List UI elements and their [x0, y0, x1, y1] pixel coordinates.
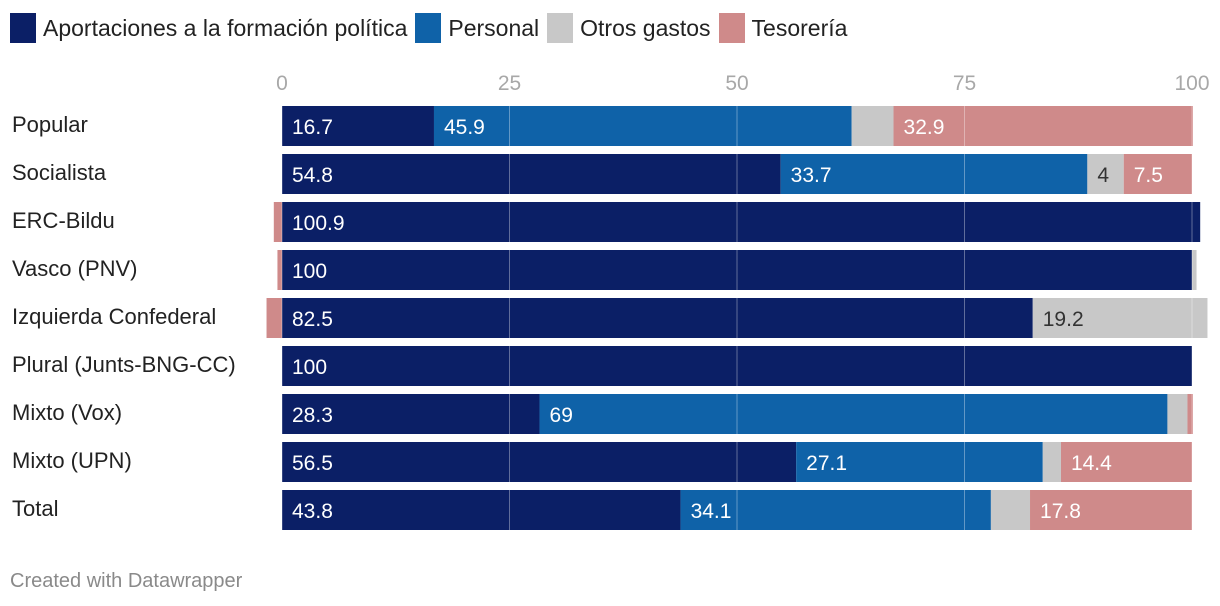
data-label: 34.1 — [691, 500, 732, 523]
bar-segment — [1032, 298, 1208, 338]
data-label: 82.5 — [292, 308, 333, 331]
bar-segment — [796, 442, 1043, 482]
data-label: 100 — [292, 260, 327, 283]
category-label: Izquierda Confederal — [12, 304, 216, 329]
chart-legend: Aportaciones a la formación política Pers… — [10, 12, 855, 44]
data-label: 28.3 — [292, 404, 333, 427]
data-label: 19.2 — [1043, 308, 1084, 331]
bar-segment — [990, 490, 1031, 530]
bar-segment — [282, 154, 781, 194]
bar-segment — [1167, 394, 1188, 434]
bar-segment — [539, 394, 1168, 434]
x-tick-label: 0 — [276, 72, 288, 95]
bar-segment — [1187, 394, 1193, 434]
bar-segment — [1042, 442, 1061, 482]
bar-segment — [282, 298, 1033, 338]
x-tick-label: 100 — [1174, 72, 1209, 95]
data-label: 100 — [292, 356, 327, 379]
legend-swatch — [10, 13, 36, 43]
x-tick-label: 25 — [498, 72, 521, 95]
bar-segment — [282, 394, 540, 434]
bar-segment — [1087, 154, 1124, 194]
data-label: 56.5 — [292, 452, 333, 475]
data-label: 4 — [1097, 164, 1109, 187]
category-label: Mixto (UPN) — [12, 448, 132, 473]
category-label: Total — [12, 496, 58, 521]
legend-item: Tesorería — [718, 13, 848, 43]
data-label: 33.7 — [791, 164, 832, 187]
bar-segment — [851, 106, 894, 146]
bar-segment — [433, 106, 852, 146]
bar-segment — [780, 154, 1088, 194]
data-label: 54.8 — [292, 164, 333, 187]
data-label: 45.9 — [444, 116, 485, 139]
data-label: 43.8 — [292, 500, 333, 523]
bar-segment — [282, 250, 1192, 290]
data-label: 14.4 — [1071, 452, 1112, 475]
x-tick-label: 50 — [725, 72, 748, 95]
bar-segment — [680, 490, 991, 530]
data-label: 100.9 — [292, 212, 345, 235]
category-label: Mixto (Vox) — [12, 400, 122, 425]
bar-segment — [1123, 154, 1192, 194]
bar-segment — [282, 442, 797, 482]
data-label: 17.8 — [1040, 500, 1081, 523]
legend-item: Personal — [415, 13, 539, 43]
footer-credit: Created with Datawrapper — [10, 570, 243, 592]
data-label: 69 — [550, 404, 573, 427]
x-tick-label: 75 — [953, 72, 976, 95]
category-label: Vasco (PNV) — [12, 256, 138, 281]
category-label: Socialista — [12, 160, 107, 185]
legend-swatch — [415, 13, 442, 43]
bar-segment — [282, 202, 1201, 242]
legend-swatch — [547, 13, 574, 43]
bar-segment — [277, 250, 282, 290]
legend-item: Aportaciones a la formación política — [10, 13, 407, 43]
category-label: ERC-Bildu — [12, 208, 115, 233]
legend-label: Otros gastos — [580, 14, 711, 41]
data-label: 7.5 — [1134, 164, 1163, 187]
legend-item: Otros gastos — [547, 13, 711, 43]
bar-segment — [266, 298, 282, 338]
legend-label: Personal — [448, 14, 540, 41]
legend-label: Tesorería — [751, 14, 848, 41]
bar-segment — [273, 202, 282, 242]
bar-segment — [1030, 490, 1192, 530]
bar-segment — [1060, 442, 1192, 482]
legend-swatch — [718, 13, 745, 43]
bar-segment — [1192, 250, 1197, 290]
bar-segment — [282, 106, 434, 146]
category-label: Popular — [12, 112, 88, 137]
data-label: 16.7 — [292, 116, 333, 139]
data-label: 32.9 — [904, 116, 945, 139]
bar-segment — [282, 490, 681, 530]
bar-segment — [282, 346, 1192, 386]
bar-segment — [893, 106, 1193, 146]
legend-label: Aportaciones a la formación política — [43, 14, 408, 41]
data-label: 27.1 — [806, 452, 847, 475]
category-label: Plural (Junts-BNG-CC) — [12, 352, 236, 377]
